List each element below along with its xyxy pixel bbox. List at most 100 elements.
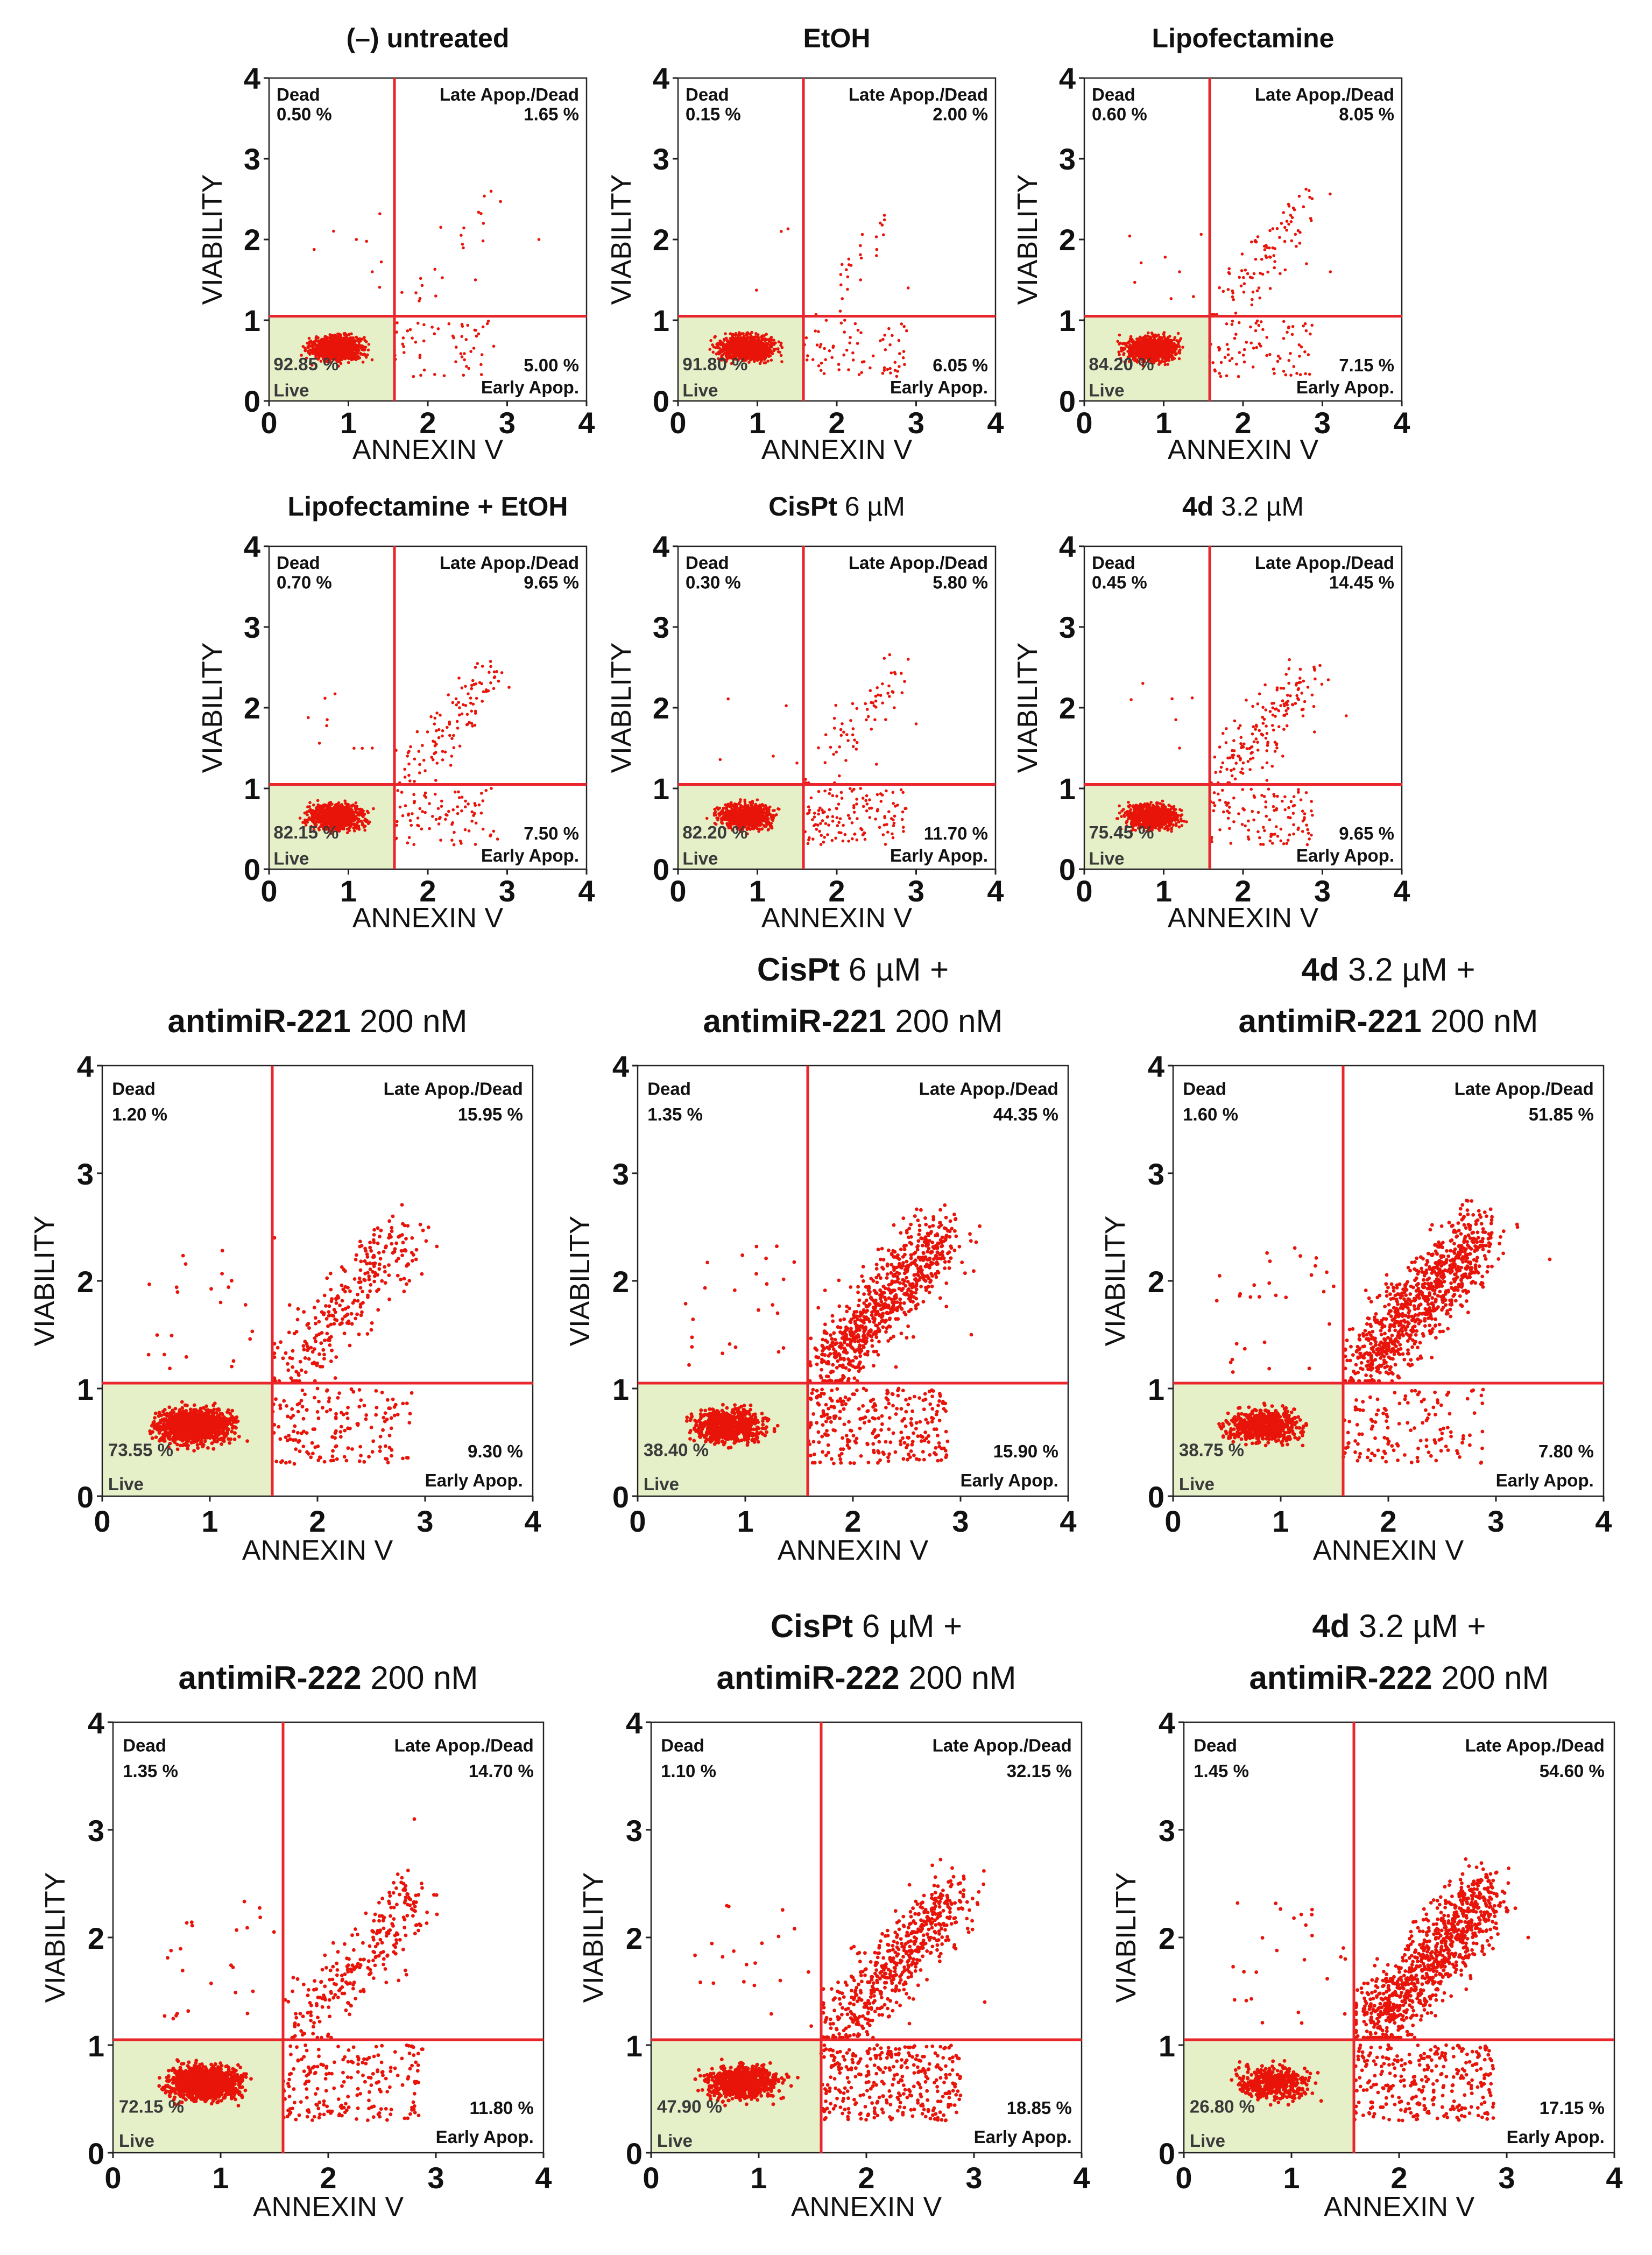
scatter-point — [779, 354, 783, 357]
scatter-point — [1177, 351, 1181, 354]
scatter-point — [465, 713, 469, 716]
x-axis-title: ANNEXIN V — [1168, 434, 1319, 466]
scatter-point — [406, 755, 409, 758]
scatter-point — [740, 347, 743, 350]
scatter-point — [1244, 269, 1247, 272]
scatter-point — [756, 333, 760, 336]
live-value: 92.85 % — [273, 354, 338, 374]
scatter-point — [338, 809, 342, 813]
scatter-point — [339, 813, 343, 817]
scatter-point — [769, 358, 773, 362]
early-apoptosis-value: 5.00 % — [524, 355, 579, 375]
scatter-point — [457, 676, 461, 680]
scatter-point — [887, 327, 891, 330]
scatter-point — [480, 792, 483, 795]
scatter-point — [378, 286, 382, 289]
scatter-point — [436, 327, 440, 330]
y-tick-label: 1 — [653, 304, 669, 337]
scatter-point — [753, 342, 757, 346]
scatter-point — [460, 795, 464, 799]
scatter-point — [804, 336, 808, 340]
scatter-point — [749, 344, 752, 348]
scatter-point — [379, 260, 383, 264]
scatter-point — [412, 375, 415, 378]
scatter-point — [474, 843, 477, 846]
scatter-point — [435, 762, 439, 765]
live-label: Live — [273, 380, 309, 400]
scatter-point — [1263, 248, 1267, 251]
scatter-point — [371, 270, 374, 273]
panel-title: Lipofectamine — [1152, 23, 1335, 53]
scatter-point — [1242, 282, 1246, 285]
scatter-point — [437, 822, 441, 826]
x-tick-label: 4 — [987, 406, 1004, 440]
scatter-point — [1128, 234, 1132, 238]
panel-title: Lipofectamine + EtOH — [288, 491, 568, 522]
y-axis-title: VIABILITY — [606, 174, 637, 305]
scatter-point — [843, 319, 846, 322]
scatter-point — [1117, 350, 1120, 354]
scatter-point — [454, 360, 457, 363]
scatter-point — [471, 679, 475, 682]
scatter-point — [1231, 295, 1234, 299]
scatter-point — [1171, 345, 1174, 348]
scatter-point — [433, 716, 437, 720]
scatter-point — [819, 343, 823, 346]
scatter-point — [897, 339, 901, 342]
scatter-point — [477, 803, 481, 807]
scatter-point — [845, 348, 849, 352]
scatter-point — [423, 769, 427, 772]
scatter-point — [1162, 352, 1165, 356]
scatter-point — [879, 339, 882, 342]
scatter-point — [324, 804, 328, 807]
scatter-point — [452, 746, 456, 750]
scatter-point — [1152, 347, 1155, 351]
panel-title: (–) untreated — [347, 23, 510, 53]
scatter-point — [422, 758, 426, 762]
y-tick-label: 3 — [1059, 142, 1076, 176]
scatter-point — [320, 341, 323, 344]
scatter-point — [415, 730, 419, 734]
y-tick-label: 4 — [244, 61, 260, 95]
scatter-point — [464, 799, 467, 803]
scatter-point — [460, 322, 464, 326]
scatter-point — [891, 334, 894, 337]
scatter-point — [889, 371, 892, 375]
panel-title-part: Lipofectamine — [1152, 23, 1335, 53]
scatter-point — [1230, 323, 1234, 326]
scatter-point — [346, 820, 349, 823]
scatter-point — [1165, 353, 1169, 357]
scatter-point — [473, 723, 477, 727]
scatter-point — [1295, 244, 1298, 248]
scatter-point — [467, 692, 470, 695]
scatter-point — [1146, 331, 1150, 335]
scatter-point — [442, 374, 446, 377]
scatter-point — [1260, 258, 1263, 261]
scatter-point — [1148, 335, 1151, 339]
scatter-point — [462, 374, 465, 377]
y-tick-label: 4 — [1059, 61, 1076, 95]
scatter-point — [1252, 347, 1255, 350]
late-apoptosis-value: 8.05 % — [1339, 104, 1394, 124]
scatter-point — [1158, 353, 1162, 356]
scatter-point — [486, 319, 490, 323]
scatter-point — [1162, 335, 1166, 338]
scatter-point — [313, 248, 316, 251]
scatter-point — [409, 745, 412, 749]
scatter-point — [359, 339, 362, 343]
scatter-point — [841, 297, 844, 300]
scatter-point — [1251, 365, 1255, 369]
scatter-point — [1142, 336, 1146, 340]
scatter-point — [1192, 295, 1195, 298]
dead-value: 0.60 % — [1092, 104, 1147, 124]
scatter-point — [470, 683, 474, 687]
scatter-point — [408, 819, 412, 822]
scatter-point — [317, 805, 321, 809]
scatter-point — [764, 361, 767, 364]
scatter-point — [1272, 254, 1275, 257]
scatter-point — [450, 737, 454, 740]
scatter-point — [331, 818, 335, 821]
scatter-point — [317, 343, 320, 347]
scatter-point — [1308, 372, 1311, 376]
scatter-point — [845, 268, 848, 272]
